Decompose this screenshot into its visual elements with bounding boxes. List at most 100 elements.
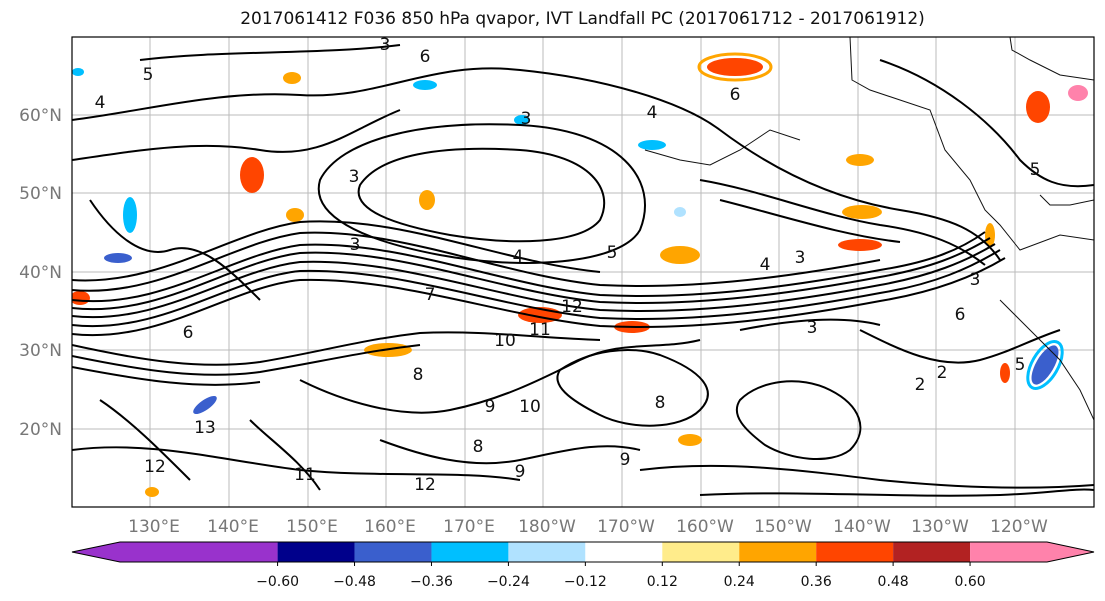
- contour-line: [735, 380, 862, 461]
- colorbar-segment: [120, 542, 278, 562]
- latitude-label: 40°N: [19, 263, 62, 283]
- contour-line: [72, 344, 421, 376]
- contour-label: 2: [937, 363, 948, 383]
- anomaly-patch-positive: [1000, 363, 1010, 383]
- contour-label: 8: [655, 393, 666, 413]
- contour-label: 3: [380, 35, 391, 55]
- contour-label: 7: [425, 285, 436, 305]
- anomaly-patch-positive: [419, 190, 435, 210]
- colorbar-extend-min: [72, 542, 120, 562]
- anomaly-patch-positive: [240, 157, 264, 193]
- contour-line: [72, 237, 991, 311]
- contour-label: 6: [955, 305, 966, 325]
- anomaly-patches: [72, 52, 1088, 497]
- anomaly-patch-negative: [1026, 340, 1064, 390]
- contour-line: [139, 44, 401, 61]
- contour-label: 4: [513, 247, 524, 267]
- colorbar-segment: [508, 542, 586, 562]
- contour-label: 5: [607, 243, 618, 263]
- anomaly-patch-negative: [638, 140, 666, 150]
- anomaly-patch-positive: [660, 246, 700, 264]
- moisture-contours: [72, 44, 1094, 497]
- colorbar-tick-label: 0.60: [954, 574, 985, 590]
- longitude-label: 170°E: [443, 517, 495, 537]
- contour-line: [72, 231, 986, 303]
- contour-label: 3: [521, 109, 532, 129]
- colorbar-outline: [71, 541, 1095, 563]
- contour-label: 6: [730, 85, 741, 105]
- longitude-label: 120°W: [990, 517, 1048, 537]
- longitude-label: 140°W: [833, 517, 891, 537]
- anomaly-patch-positive: [283, 72, 301, 84]
- contour-line: [72, 243, 996, 319]
- anomaly-patch-positive: [1068, 85, 1088, 101]
- coastline-arctic: [1009, 37, 1094, 81]
- anomaly-patch-negative: [123, 197, 137, 233]
- coastline-baja: [999, 299, 1094, 421]
- contour-label: 5: [143, 65, 154, 85]
- anomaly-patch-positive: [678, 434, 702, 446]
- colorbar-tick-label: 0.24: [724, 574, 755, 590]
- longitude-label: 160°W: [676, 517, 734, 537]
- longitude-label: 160°E: [364, 517, 416, 537]
- contour-label: 3: [807, 318, 818, 338]
- colorbar-segment: [277, 542, 355, 562]
- map-title: 2017061412 F036 850 hPa qvapor, IVT Land…: [240, 9, 925, 29]
- anomaly-patch-negative: [674, 207, 686, 217]
- contour-label: 4: [647, 103, 658, 123]
- contour-label: 4: [95, 93, 106, 113]
- colorbar-tick-label: 0.48: [878, 574, 909, 590]
- colorbar-tick-label: −0.12: [564, 574, 607, 590]
- anomaly-patch-negative: [413, 80, 437, 90]
- colorbar-segment: [970, 542, 1047, 562]
- colorbar-tick-label: 0.36: [801, 574, 832, 590]
- colorbar-segment: [431, 542, 509, 562]
- contour-line: [357, 147, 606, 243]
- longitude-label: 150°E: [286, 517, 338, 537]
- longitude-labels: 130°E 140°E 150°E 160°E 170°E 180°W 170°W 160°W…: [128, 517, 1048, 537]
- contour-line: [317, 123, 646, 264]
- contour-label: 10: [519, 397, 541, 417]
- contour-label: 10: [494, 331, 516, 351]
- colorbar-segment: [816, 542, 894, 562]
- longitude-label: 140°E: [207, 517, 259, 537]
- anomaly-patch-positive: [1026, 91, 1050, 123]
- anomaly-patch-positive: [707, 58, 763, 76]
- colorbar-segment: [354, 542, 432, 562]
- contour-label: 3: [795, 248, 806, 268]
- contour-label: 12: [144, 457, 166, 477]
- contour-label: 12: [414, 475, 436, 495]
- contour-label: 4: [760, 255, 771, 275]
- anomaly-patch-negative: [193, 395, 217, 415]
- contour-line: [72, 446, 521, 481]
- anomaly-patch-positive: [286, 208, 304, 222]
- contour-line: [556, 349, 709, 427]
- contour-line: [379, 439, 641, 465]
- colorbar-tick-label: −0.60: [256, 574, 299, 590]
- latitude-label: 50°N: [19, 184, 62, 204]
- coastline-alaska: [644, 129, 801, 166]
- anomaly-patch-positive: [72, 291, 90, 305]
- coastline-north-america: [849, 37, 1094, 251]
- colorbar-tick-label: −0.36: [410, 574, 453, 590]
- contour-line: [72, 257, 1006, 337]
- contour-line: [72, 366, 261, 386]
- contour-label: 6: [183, 323, 194, 343]
- contour-label: 12: [561, 297, 583, 317]
- anomaly-patch-negative: [514, 115, 530, 125]
- anomaly-patch-positive: [985, 223, 995, 247]
- contour-label: 8: [473, 437, 484, 457]
- colorbar-tick-label: −0.48: [333, 574, 376, 590]
- anomaly-patch-positive: [697, 52, 773, 82]
- border-canada-us: [1039, 194, 1094, 206]
- contour-label: 5: [1015, 355, 1026, 375]
- map-frame: [71, 36, 1095, 508]
- colorbar-tick-label: −0.24: [487, 574, 530, 590]
- anomaly-patch-negative: [72, 68, 84, 76]
- contour-line: [719, 199, 901, 243]
- contour-line: [72, 220, 601, 282]
- longitude-label: 130°E: [128, 517, 180, 537]
- contour-label: 9: [515, 462, 526, 482]
